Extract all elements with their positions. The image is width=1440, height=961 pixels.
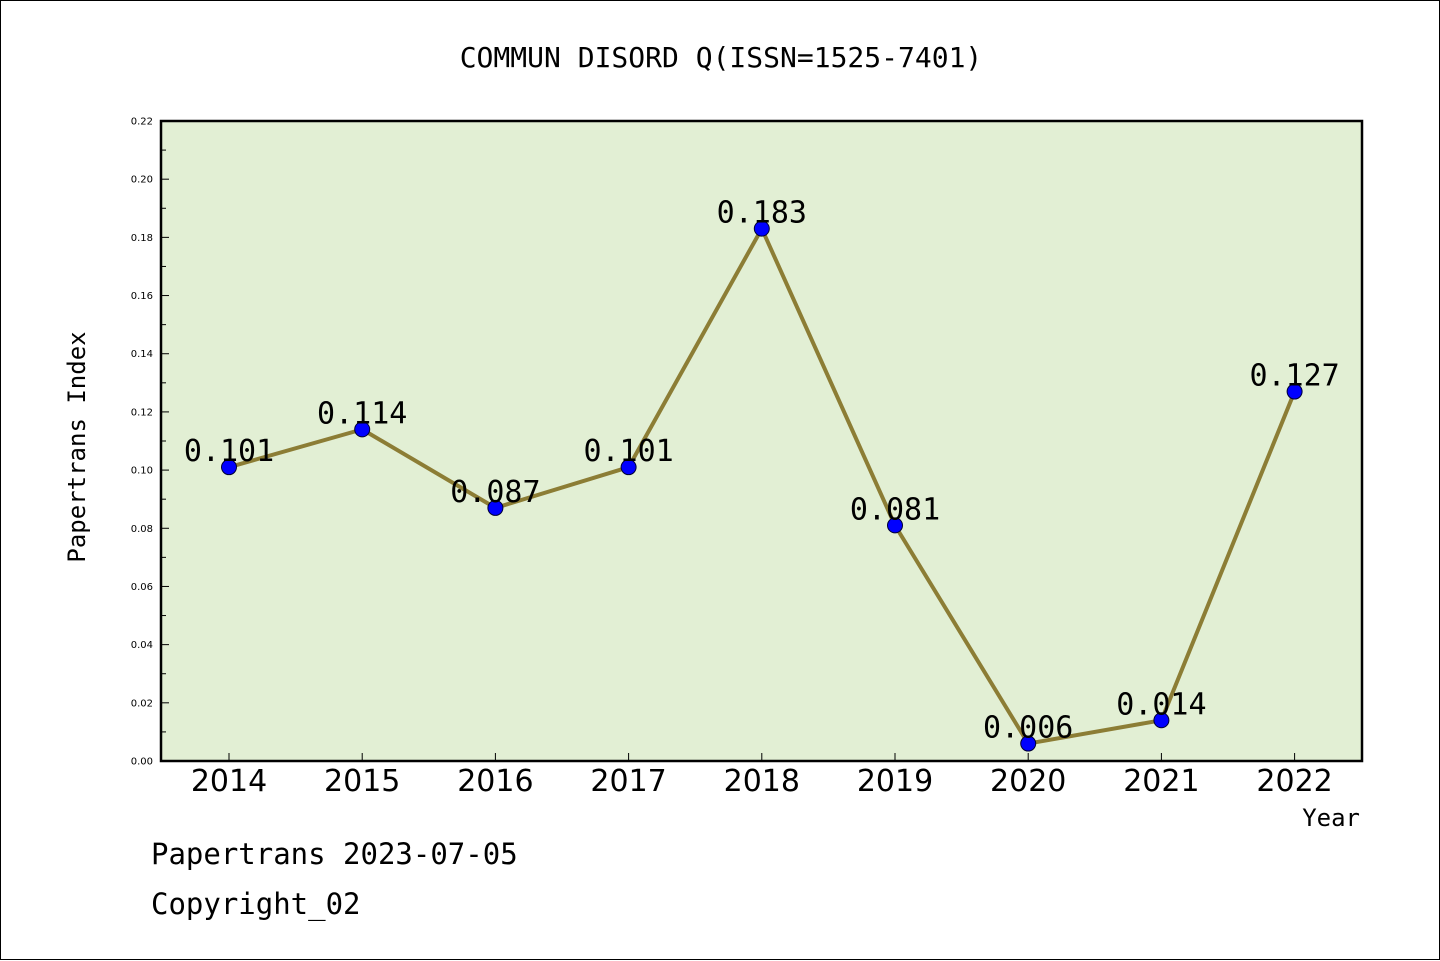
- x-tick-label: 2016: [457, 764, 533, 799]
- data-point: [1020, 735, 1037, 752]
- y-axis-title: Papertrans Index: [63, 331, 91, 562]
- data-point: [620, 459, 637, 476]
- y-tick-label: 0.08: [131, 524, 153, 535]
- data-point: [887, 517, 903, 534]
- data-label: 0.081: [850, 492, 940, 527]
- data-points: [221, 220, 1303, 752]
- y-tick-label: 0.14: [131, 349, 153, 360]
- data-point: [487, 499, 504, 516]
- y-tick-label: 0.02: [131, 698, 153, 709]
- x-axis-title: Year: [1302, 804, 1360, 832]
- data-label: 0.087: [450, 475, 540, 510]
- data-label: 0.006: [983, 711, 1073, 746]
- data-label: 0.127: [1249, 359, 1339, 394]
- data-point: [1286, 383, 1303, 400]
- y-tick-label: 0.12: [131, 407, 153, 418]
- data-labels: 0.101 0.114 0.087 0.101 0.183 0.081 0.006 0.014…: [184, 196, 1340, 746]
- y-tick-label: 0.16: [131, 291, 153, 302]
- data-point: [1153, 712, 1170, 729]
- y-tick-label: 0.18: [131, 233, 153, 244]
- y-tick-label: 0.22: [131, 117, 153, 128]
- x-tick-label: 2015: [324, 764, 400, 799]
- x-tick-label: 2017: [590, 764, 666, 799]
- y-tick-label: 0.20: [131, 175, 153, 186]
- y-tick-label: 0.10: [131, 466, 153, 477]
- x-tick-label: 2021: [1123, 764, 1199, 799]
- chart-title: COMMUN DISORD Q(ISSN=1525-7401): [460, 41, 983, 74]
- x-tick-label: 2020: [990, 764, 1066, 799]
- data-label: 0.101: [184, 434, 274, 469]
- data-point: [753, 220, 770, 237]
- x-tick-label: 2019: [857, 764, 933, 799]
- footer-date: Papertrans 2023-07-05: [151, 837, 518, 871]
- data-label: 0.014: [1116, 687, 1206, 722]
- y-tick-label: 0.00: [131, 757, 153, 768]
- data-point: [354, 421, 371, 438]
- data-label: 0.114: [317, 396, 407, 431]
- data-label: 0.183: [717, 196, 807, 231]
- y-tick-label: 0.04: [131, 640, 153, 651]
- data-point: [221, 459, 237, 476]
- x-tick-label: 2014: [191, 764, 267, 799]
- x-tick-label: 2022: [1256, 764, 1332, 799]
- x-axis: 2014 2015 2016 2017 2018 2019 2020 2021 2022: [191, 753, 1333, 799]
- x-tick-label: 2018: [724, 764, 800, 799]
- y-tick-label: 0.06: [131, 582, 153, 593]
- y-axis: 0.00 0.02 0.04 0.06 0.08 0.10 0.12 0.14 0.16 0.18…: [131, 117, 169, 768]
- data-label: 0.101: [583, 434, 673, 469]
- footer-copyright: Copyright_02: [151, 887, 361, 921]
